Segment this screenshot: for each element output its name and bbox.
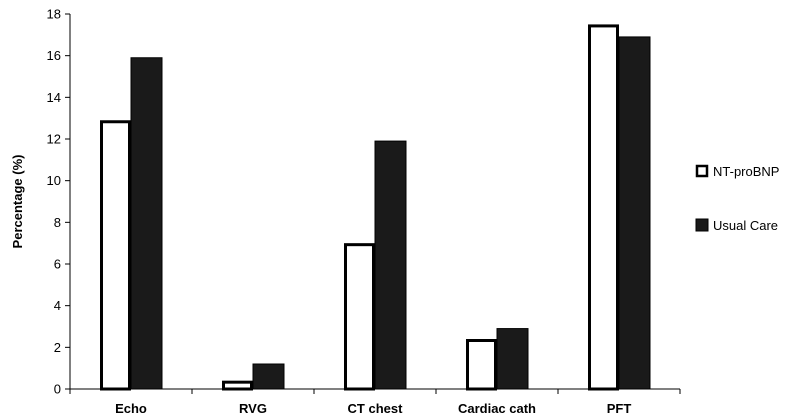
legend-swatch bbox=[695, 164, 709, 178]
y-axis-ticks: 0 2 4 6 8 10 12 14 16 18 bbox=[47, 7, 70, 397]
y-axis-title: Percentage (%) bbox=[10, 155, 25, 249]
y-tick-label: 6 bbox=[54, 257, 61, 272]
x-category-label: CT chest bbox=[348, 401, 404, 416]
legend: NT-proBNP Usual Care bbox=[695, 164, 779, 233]
y-tick-label: 8 bbox=[54, 215, 61, 230]
bar-usual-care bbox=[252, 363, 285, 390]
legend-label: NT-proBNP bbox=[713, 164, 779, 179]
x-category-label: Echo bbox=[115, 401, 147, 416]
y-tick-label: 2 bbox=[54, 340, 61, 355]
y-tick-label: 18 bbox=[47, 7, 61, 22]
bar-usual-care bbox=[374, 140, 407, 390]
bar-nt-probnp bbox=[222, 380, 253, 391]
y-tick-label: 14 bbox=[47, 90, 61, 105]
bar-nt-probnp bbox=[588, 24, 619, 391]
x-category-label: RVG bbox=[239, 401, 267, 416]
x-category-label: PFT bbox=[607, 401, 632, 416]
bar-usual-care bbox=[618, 36, 651, 390]
bar-usual-care bbox=[130, 57, 163, 390]
bar-nt-probnp bbox=[100, 120, 131, 391]
y-tick-label: 4 bbox=[54, 298, 61, 313]
y-tick-label: 0 bbox=[54, 382, 61, 397]
legend-swatch bbox=[695, 218, 709, 232]
y-tick-label: 12 bbox=[47, 132, 61, 147]
bar-usual-care bbox=[496, 328, 529, 390]
x-axis-ticks: Echo RVG CT chest Cardiac cath PFT bbox=[69, 389, 681, 416]
bar-nt-probnp bbox=[344, 243, 375, 391]
x-category-label: Cardiac cath bbox=[458, 401, 536, 416]
y-tick-label: 16 bbox=[47, 48, 61, 63]
bar-nt-probnp bbox=[466, 339, 497, 391]
y-tick-label: 10 bbox=[47, 173, 61, 188]
bar-series bbox=[100, 24, 651, 391]
legend-label: Usual Care bbox=[713, 218, 778, 233]
